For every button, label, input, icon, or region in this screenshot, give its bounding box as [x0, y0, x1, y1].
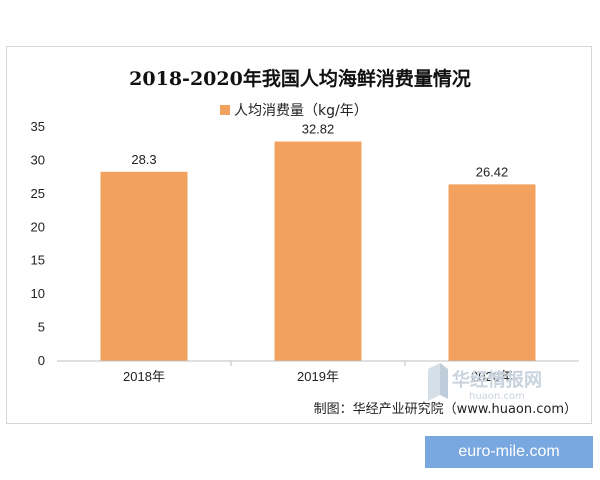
bar	[448, 184, 536, 361]
watermark-url: huaon.com	[469, 391, 525, 402]
y-tick-label: 15	[31, 253, 45, 268]
x-tick-label: 2018年	[123, 369, 165, 384]
huaon-logo-icon	[428, 363, 440, 401]
y-tick-label: 25	[31, 186, 45, 201]
y-tick-label: 35	[31, 119, 45, 134]
bar	[100, 171, 188, 361]
site-badge[interactable]: euro-mile.com	[425, 436, 593, 468]
data-label: 32.82	[302, 122, 335, 137]
watermark-text: 华经情报网	[452, 369, 542, 391]
data-label: 28.3	[131, 152, 156, 167]
data-label: 26.42	[476, 164, 509, 179]
chart-frame: 2018-2020年我国人均海鲜消费量情况 人均消费量（kg/年） 0 5 10 15…	[6, 46, 592, 424]
bar-group	[100, 141, 536, 361]
chart-title: 2018-2020年我国人均海鲜消费量情况	[129, 67, 471, 90]
y-tick-label: 30	[31, 152, 45, 167]
legend-label: 人均消费量（kg/年）	[234, 103, 368, 119]
x-axis-ticks: 2018年 2019年 2020年	[123, 361, 513, 384]
source-note: 制图：华经产业研究院（www.huaon.com）	[314, 402, 577, 417]
bar-chart: 2018-2020年我国人均海鲜消费量情况 人均消费量（kg/年） 0 5 10 15…	[31, 67, 579, 417]
x-tick-label: 2020年	[471, 369, 513, 384]
watermark: 华经情报网 huaon.com	[428, 363, 542, 402]
x-tick-label: 2019年	[297, 369, 339, 384]
y-tick-label: 0	[38, 353, 45, 368]
data-label-group: 28.3 32.82 26.42	[131, 122, 508, 180]
bar	[274, 141, 362, 361]
huaon-logo-icon-side	[440, 363, 448, 399]
y-tick-label: 20	[31, 219, 45, 234]
y-tick-label: 5	[38, 320, 45, 335]
y-tick-label: 10	[31, 286, 45, 301]
y-axis-ticks: 0 5 10 15 20 25 30 35	[31, 119, 45, 368]
legend-swatch	[220, 105, 230, 115]
